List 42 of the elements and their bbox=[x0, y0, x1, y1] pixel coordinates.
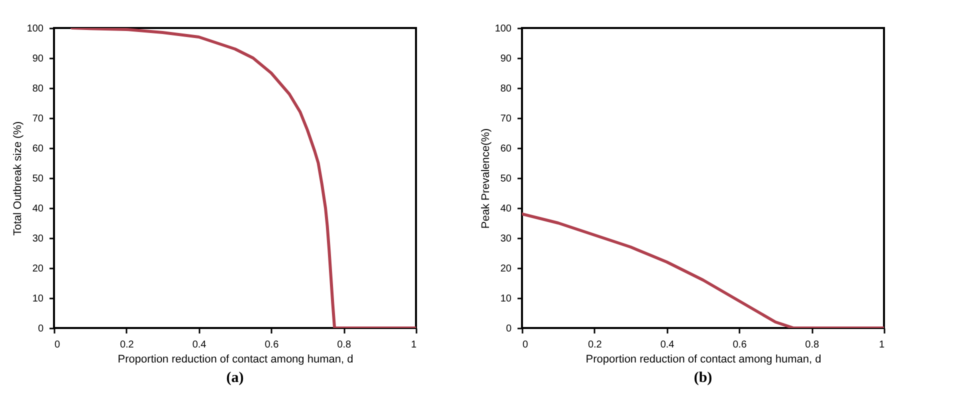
y-axis-title: Total Outbreak size (%) bbox=[12, 121, 24, 236]
y-tick-label: 20 bbox=[500, 264, 512, 274]
y-tick-label: 0 bbox=[38, 324, 44, 334]
y-tick-label: 40 bbox=[500, 204, 512, 214]
y-axis-title: Peak Prevalence(%) bbox=[480, 128, 492, 229]
x-tick-label: 0 bbox=[522, 340, 528, 350]
x-tick-label: 0.4 bbox=[192, 340, 207, 350]
y-tick-label: 100 bbox=[494, 24, 512, 34]
y-tick-label: 100 bbox=[26, 24, 44, 34]
y-tick-label: 0 bbox=[506, 324, 512, 334]
y-tick-label: 90 bbox=[500, 54, 512, 64]
x-tick-label: 0.8 bbox=[337, 340, 352, 350]
y-tick-label: 70 bbox=[500, 114, 512, 124]
y-tick-label: 20 bbox=[32, 264, 44, 274]
x-tick-label: 0.2 bbox=[588, 340, 602, 350]
x-axis-title: Proportion reduction of contact among human, d bbox=[586, 354, 822, 366]
text: (a) bbox=[226, 370, 244, 386]
x-tick-label: 0.6 bbox=[264, 340, 280, 350]
x-tick-label: 0.4 bbox=[660, 340, 675, 350]
y-tick-label: 60 bbox=[500, 144, 512, 154]
y-tick-label: 30 bbox=[500, 234, 512, 244]
y-tick-label: 10 bbox=[500, 294, 512, 304]
y-tick-label: 80 bbox=[500, 84, 512, 94]
x-tick-label: 1 bbox=[410, 340, 417, 350]
x-tick-label: 0.6 bbox=[732, 340, 748, 350]
y-tick-label: 60 bbox=[32, 144, 44, 154]
y-tick-label: 90 bbox=[32, 54, 44, 64]
x-tick-label: 1 bbox=[878, 340, 885, 350]
x-axis-title: Proportion reduction of contact among human, d bbox=[118, 354, 354, 366]
x-tick-label: 0 bbox=[54, 340, 60, 350]
y-tick-label: 70 bbox=[32, 114, 44, 124]
x-tick-label: 0.2 bbox=[120, 340, 134, 350]
y-tick-label: 40 bbox=[32, 204, 44, 214]
line-series bbox=[70, 28, 416, 328]
y-tick-label: 50 bbox=[500, 174, 512, 184]
line-series bbox=[522, 212, 884, 328]
text: (b) bbox=[694, 370, 712, 386]
y-tick-label: 10 bbox=[32, 294, 44, 304]
y-tick-label: 30 bbox=[32, 234, 44, 244]
x-tick-label: 0.8 bbox=[805, 340, 820, 350]
y-tick-label: 50 bbox=[32, 174, 44, 184]
y-tick-label: 80 bbox=[32, 84, 44, 94]
